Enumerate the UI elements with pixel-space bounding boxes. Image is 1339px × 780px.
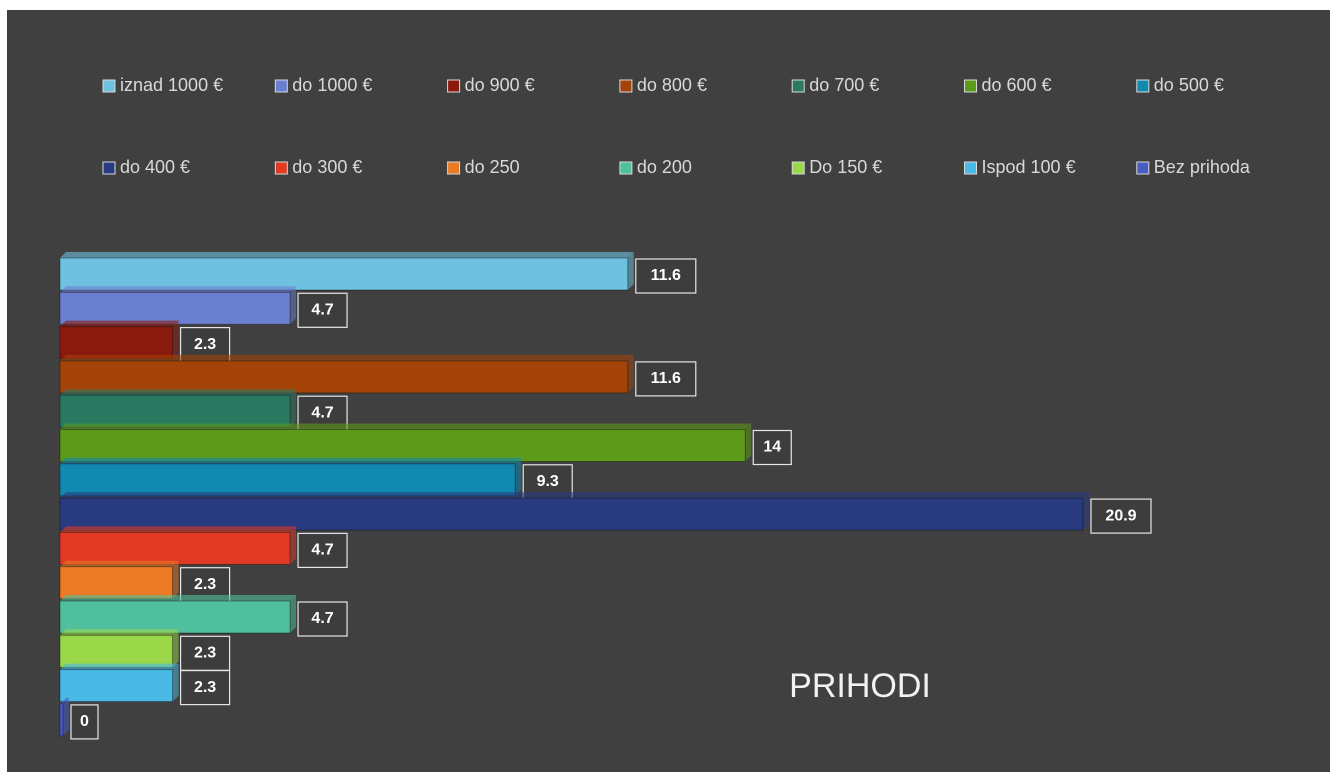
data-label-box — [297, 532, 348, 569]
bar — [59, 703, 64, 737]
bar — [59, 463, 516, 497]
data-label: 11.6 — [651, 370, 681, 387]
bar-top — [60, 286, 297, 293]
data-label: 2.3 — [194, 679, 216, 696]
data-label-box — [635, 258, 697, 294]
legend-label: do 500 € — [1154, 75, 1224, 95]
bar-side — [290, 526, 297, 565]
bar-side — [290, 389, 297, 428]
legend-swatch — [447, 161, 461, 175]
legend-swatch — [791, 161, 805, 175]
bar-side — [627, 252, 634, 290]
data-label: 4.7 — [311, 542, 333, 559]
legend-label: do 400 € — [120, 157, 190, 177]
bar-side — [745, 423, 752, 462]
data-label: 2.3 — [194, 645, 216, 662]
data-label: 4.7 — [311, 404, 333, 421]
bar-side — [1083, 492, 1089, 531]
bar — [59, 634, 174, 668]
bar — [59, 360, 629, 394]
chart-title: PRIHODI — [789, 667, 931, 705]
bar — [59, 497, 1084, 531]
bar — [59, 394, 291, 428]
legend-swatch — [274, 161, 288, 175]
data-label-box — [179, 669, 231, 706]
data-label-box — [752, 429, 792, 466]
legend-swatch — [1136, 161, 1150, 175]
legend-label: do 600 € — [982, 75, 1052, 95]
bar-top — [60, 629, 179, 636]
bar-top — [60, 697, 69, 704]
bar-top — [60, 560, 179, 567]
data-label: 4.7 — [311, 610, 333, 627]
data-label-box — [297, 601, 348, 637]
bar-side — [172, 663, 179, 702]
bar — [59, 429, 746, 462]
legend-label: Ispod 100 € — [982, 157, 1076, 177]
legend-swatch — [102, 161, 116, 175]
data-label: 2.3 — [194, 576, 216, 593]
bar-top — [60, 252, 634, 258]
data-label-box — [1090, 498, 1152, 534]
bar-side — [172, 560, 179, 599]
bar-top — [60, 389, 297, 396]
legend-swatch — [619, 161, 633, 175]
bar-top — [60, 595, 297, 601]
bar-top — [60, 526, 297, 533]
legend-label: do 300 € — [292, 157, 362, 177]
data-label-box — [635, 361, 697, 397]
legend-label: iznad 1000 € — [120, 75, 223, 95]
bar-top — [60, 423, 752, 430]
bar-top — [60, 492, 1089, 499]
bar-side — [290, 595, 297, 633]
bar-side — [290, 286, 297, 325]
legend-label: do 800 € — [637, 75, 707, 95]
bar — [59, 669, 174, 703]
data-label: 14 — [763, 439, 781, 456]
data-label: 4.7 — [311, 302, 333, 319]
bar — [59, 600, 291, 634]
bar-side — [63, 697, 69, 736]
legend-swatch — [964, 161, 977, 175]
legend-swatch — [274, 79, 288, 93]
bar-top — [60, 663, 179, 670]
legend-label: do 1000 € — [292, 75, 372, 95]
legend-swatch — [447, 79, 461, 93]
data-label: 9.3 — [537, 473, 559, 490]
legend-label: Do 150 € — [809, 157, 882, 177]
legend-label: do 250 — [465, 157, 520, 177]
bar-top — [60, 354, 634, 361]
bar — [59, 291, 291, 325]
bar — [59, 566, 174, 600]
legend-label: Bez prihoda — [1154, 157, 1251, 177]
legend-swatch — [619, 79, 633, 93]
bar — [59, 257, 629, 291]
bar — [59, 531, 291, 565]
legend-label: do 200 — [637, 157, 692, 177]
data-label-box — [179, 635, 231, 671]
legend-swatch — [102, 79, 116, 93]
bar-side — [172, 629, 179, 668]
data-label-box — [297, 292, 348, 328]
data-label: 2.3 — [194, 336, 216, 353]
data-label: 20.9 — [1105, 507, 1136, 524]
bar-side — [172, 320, 179, 359]
bar-side — [627, 354, 634, 393]
bar-top — [60, 320, 179, 327]
legend-swatch — [1136, 79, 1150, 93]
legend-swatch — [791, 79, 805, 93]
data-label: 11.6 — [651, 267, 681, 284]
legend-label: do 900 € — [465, 75, 535, 95]
data-label: 0 — [80, 713, 89, 730]
bar-side — [515, 457, 522, 496]
data-label-box — [70, 704, 99, 740]
legend-swatch — [964, 79, 977, 93]
legend-label: do 700 € — [809, 75, 879, 95]
bar-top — [60, 457, 522, 464]
bar — [59, 326, 174, 360]
